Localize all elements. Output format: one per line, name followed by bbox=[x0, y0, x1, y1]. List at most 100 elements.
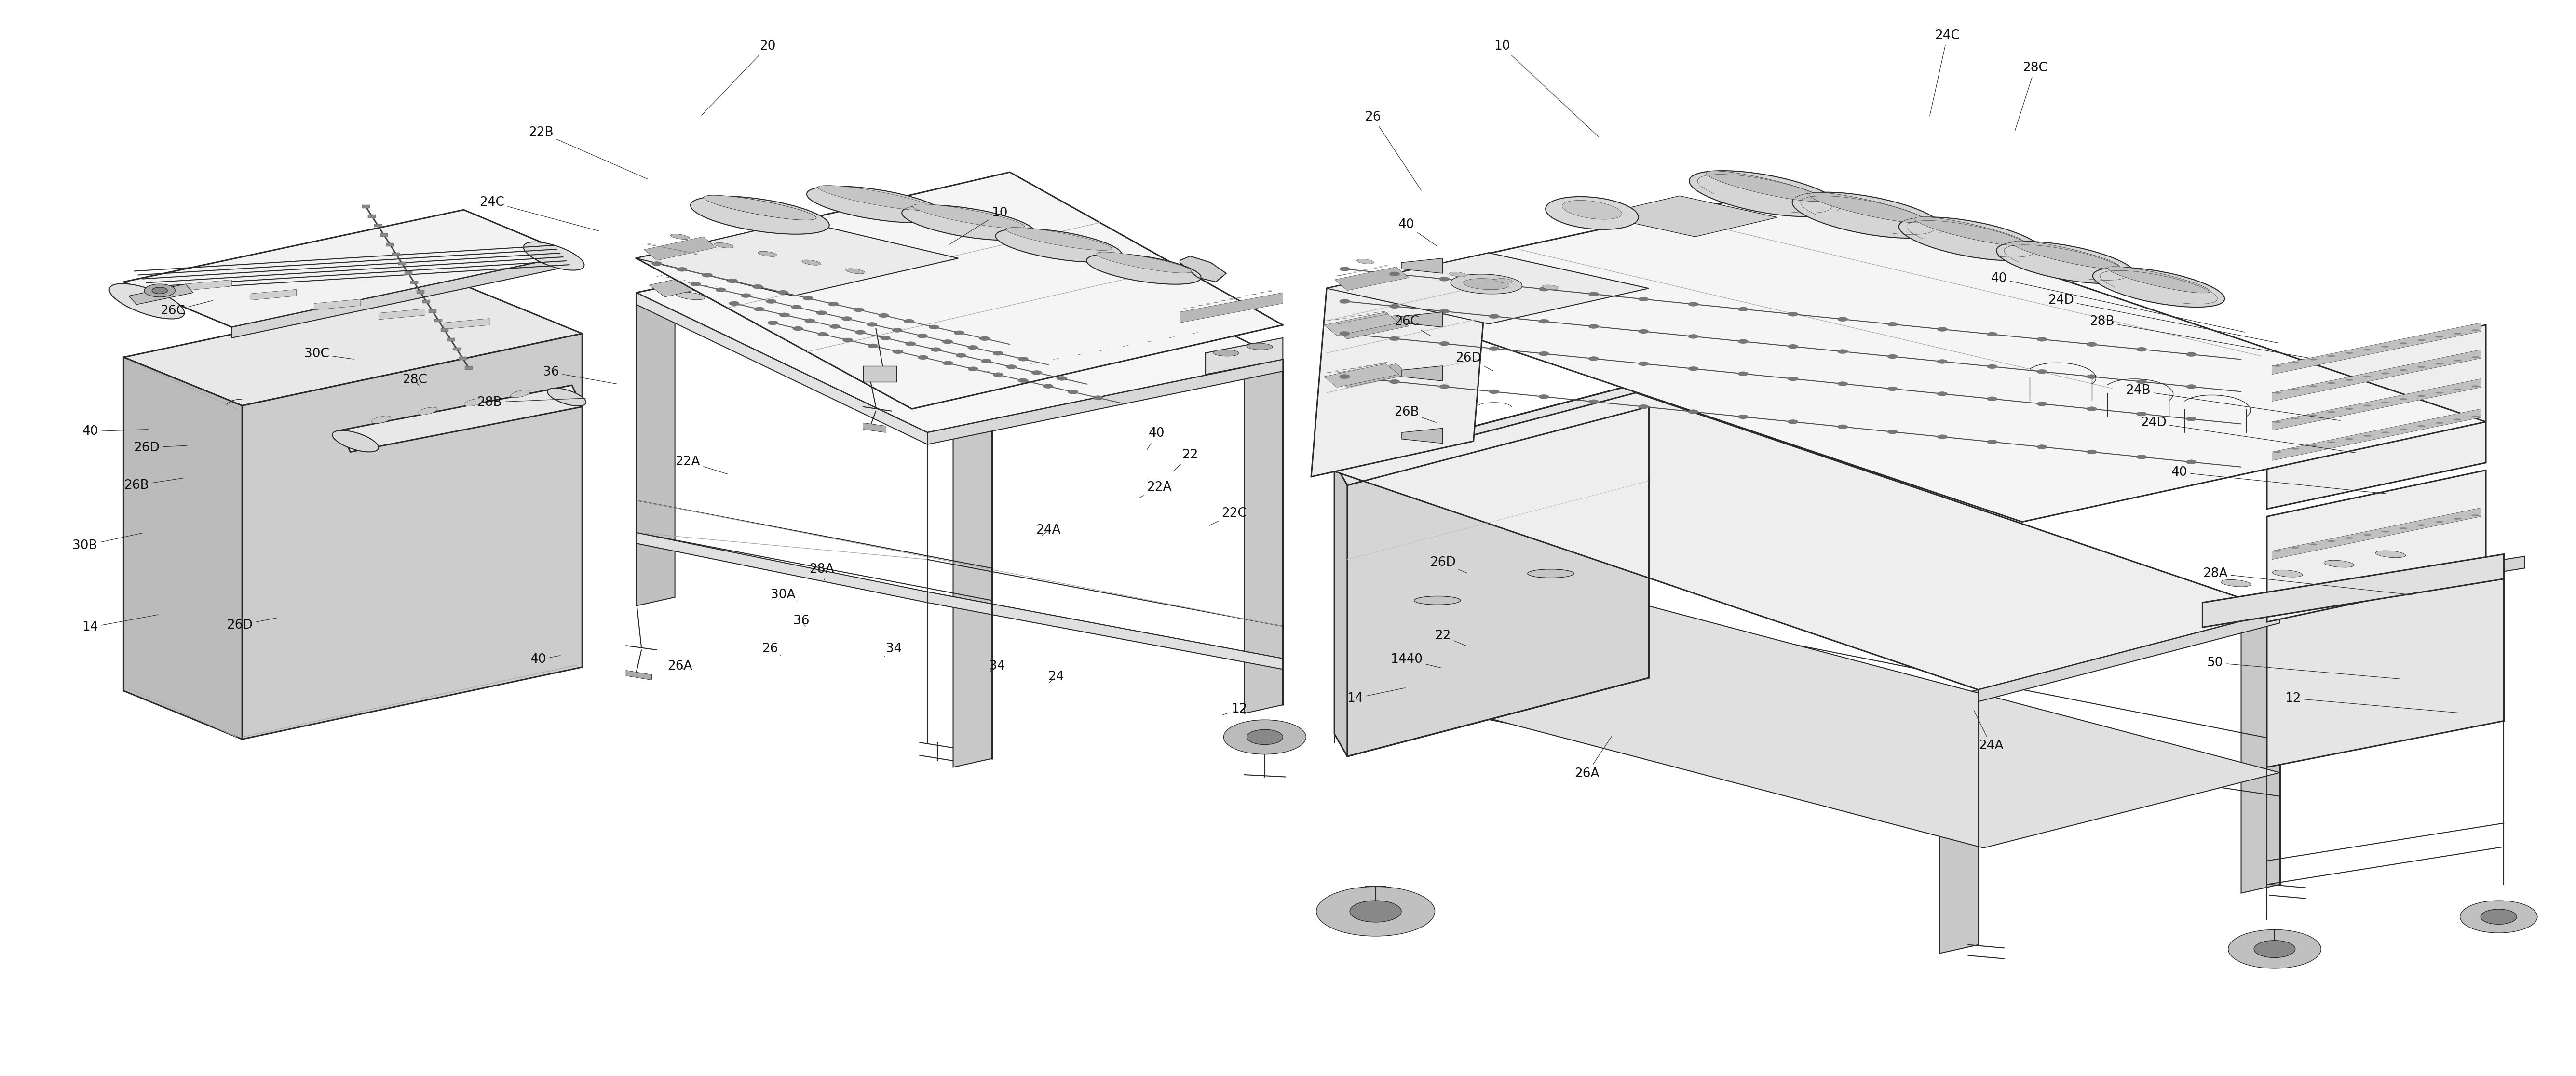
Ellipse shape bbox=[945, 350, 976, 358]
Ellipse shape bbox=[2470, 385, 2478, 387]
Circle shape bbox=[1247, 730, 1283, 745]
Text: 20: 20 bbox=[701, 40, 775, 115]
Polygon shape bbox=[242, 334, 582, 739]
Ellipse shape bbox=[2470, 329, 2478, 331]
Ellipse shape bbox=[1808, 193, 1927, 223]
Circle shape bbox=[2087, 450, 2097, 454]
Circle shape bbox=[2136, 412, 2146, 416]
Circle shape bbox=[1638, 329, 1649, 334]
Polygon shape bbox=[1401, 312, 1443, 327]
Polygon shape bbox=[1401, 258, 1443, 273]
Circle shape bbox=[1687, 410, 1698, 414]
Circle shape bbox=[768, 321, 778, 325]
Ellipse shape bbox=[1190, 307, 1195, 308]
Ellipse shape bbox=[2344, 379, 2354, 381]
Circle shape bbox=[2038, 369, 2048, 373]
Text: 26D: 26D bbox=[134, 441, 185, 454]
Ellipse shape bbox=[2470, 514, 2478, 516]
Polygon shape bbox=[464, 366, 471, 369]
Ellipse shape bbox=[2329, 540, 2334, 542]
Ellipse shape bbox=[1450, 272, 1466, 277]
Circle shape bbox=[817, 311, 827, 315]
Ellipse shape bbox=[806, 186, 945, 223]
Ellipse shape bbox=[464, 399, 484, 406]
Polygon shape bbox=[953, 424, 992, 767]
Polygon shape bbox=[644, 237, 716, 260]
Circle shape bbox=[1489, 282, 1499, 286]
Ellipse shape bbox=[667, 247, 672, 249]
Circle shape bbox=[1638, 297, 1649, 301]
Ellipse shape bbox=[1198, 306, 1203, 307]
Ellipse shape bbox=[757, 252, 778, 256]
Polygon shape bbox=[1597, 196, 1777, 237]
Text: 10: 10 bbox=[1494, 40, 1600, 137]
Polygon shape bbox=[2236, 556, 2524, 614]
Circle shape bbox=[742, 294, 752, 298]
Ellipse shape bbox=[2401, 428, 2406, 430]
Circle shape bbox=[1638, 362, 1649, 366]
Ellipse shape bbox=[2308, 385, 2316, 387]
Ellipse shape bbox=[2470, 415, 2478, 417]
Polygon shape bbox=[636, 296, 675, 606]
Text: 28C: 28C bbox=[2014, 61, 2048, 131]
Circle shape bbox=[765, 299, 775, 303]
Circle shape bbox=[1056, 377, 1066, 381]
Circle shape bbox=[2038, 444, 2048, 449]
Ellipse shape bbox=[1267, 291, 1273, 292]
Ellipse shape bbox=[2272, 421, 2282, 423]
Ellipse shape bbox=[1244, 295, 1249, 297]
Ellipse shape bbox=[523, 242, 585, 270]
Text: 26C: 26C bbox=[160, 300, 211, 317]
Polygon shape bbox=[446, 338, 453, 341]
Circle shape bbox=[1888, 322, 1899, 326]
Circle shape bbox=[1340, 267, 1350, 271]
Text: 26A: 26A bbox=[667, 660, 693, 672]
Circle shape bbox=[755, 307, 765, 311]
Polygon shape bbox=[1334, 315, 1409, 339]
Ellipse shape bbox=[2437, 363, 2442, 365]
Circle shape bbox=[1986, 332, 1996, 337]
Circle shape bbox=[1837, 382, 1847, 386]
Ellipse shape bbox=[2401, 527, 2406, 529]
Circle shape bbox=[1888, 354, 1899, 358]
Circle shape bbox=[1350, 901, 1401, 922]
Ellipse shape bbox=[2329, 355, 2334, 357]
Ellipse shape bbox=[1528, 569, 1574, 578]
Text: 26A: 26A bbox=[1574, 736, 1613, 780]
Ellipse shape bbox=[1252, 294, 1257, 295]
Circle shape bbox=[1888, 429, 1899, 434]
Text: 28B: 28B bbox=[477, 396, 585, 409]
Ellipse shape bbox=[801, 260, 822, 265]
Text: 24A: 24A bbox=[1973, 710, 2004, 752]
Circle shape bbox=[1440, 341, 1450, 345]
Circle shape bbox=[2187, 352, 2197, 356]
Polygon shape bbox=[626, 670, 652, 680]
Circle shape bbox=[2136, 380, 2146, 384]
Text: 24C: 24C bbox=[479, 196, 598, 231]
Ellipse shape bbox=[2272, 451, 2282, 453]
Circle shape bbox=[1986, 440, 1996, 444]
Circle shape bbox=[1937, 359, 1947, 364]
Polygon shape bbox=[1311, 253, 1489, 477]
Circle shape bbox=[1007, 365, 1018, 369]
Ellipse shape bbox=[670, 235, 690, 239]
Polygon shape bbox=[428, 310, 435, 313]
Circle shape bbox=[981, 359, 992, 364]
Circle shape bbox=[868, 343, 878, 348]
Circle shape bbox=[1937, 392, 1947, 396]
Polygon shape bbox=[1334, 463, 1347, 756]
Ellipse shape bbox=[1247, 343, 1273, 350]
Ellipse shape bbox=[2416, 366, 2427, 368]
Polygon shape bbox=[368, 214, 376, 217]
Text: 30C: 30C bbox=[304, 348, 353, 360]
Polygon shape bbox=[2267, 470, 2486, 622]
Circle shape bbox=[1340, 374, 1350, 379]
Ellipse shape bbox=[510, 391, 531, 397]
Circle shape bbox=[1837, 317, 1847, 322]
Text: 28A: 28A bbox=[809, 563, 835, 580]
Circle shape bbox=[2228, 930, 2321, 968]
Polygon shape bbox=[129, 284, 193, 305]
Text: 22: 22 bbox=[1435, 629, 1468, 647]
Text: 26: 26 bbox=[1365, 111, 1422, 190]
Ellipse shape bbox=[371, 416, 392, 423]
